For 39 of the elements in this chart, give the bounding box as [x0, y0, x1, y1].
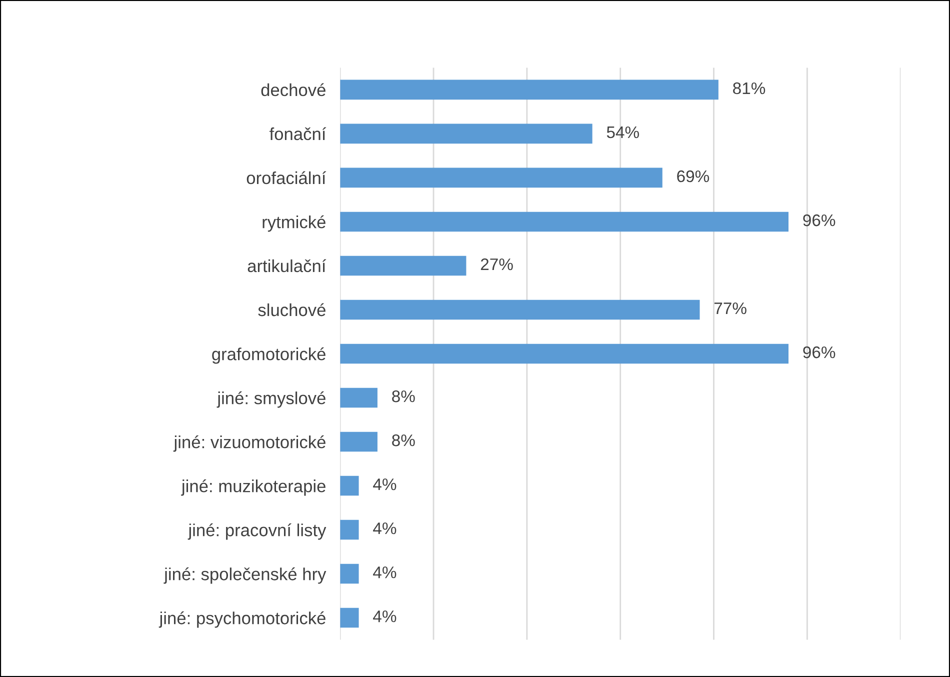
y-tick-label: jiné: společenské hry — [164, 567, 326, 584]
data-label: 69% — [677, 170, 710, 182]
data-label: 4% — [373, 522, 396, 534]
y-tick-label: jiné: smyslové — [216, 391, 326, 408]
y-tick-label: fonační — [270, 127, 326, 140]
data-label: 4% — [373, 478, 396, 490]
data-label: 4% — [373, 566, 396, 578]
data-label: 96% — [803, 214, 836, 226]
data-label: 4% — [373, 610, 396, 622]
bar — [340, 80, 718, 100]
y-tick-label: jiné: psychomotorické — [158, 611, 326, 628]
data-label: 27% — [480, 258, 513, 270]
bar — [340, 432, 378, 452]
data-label: 77% — [714, 302, 746, 314]
bar — [340, 256, 466, 276]
y-tick-label: orofaciální — [246, 171, 326, 184]
bar — [340, 388, 378, 408]
y-tick-label: jiné: pracovní listy — [188, 523, 326, 540]
y-tick-label: jiné: muzikoterapie — [181, 479, 326, 496]
y-tick-label: artikulační — [248, 259, 326, 272]
bar — [340, 212, 788, 232]
bar — [340, 344, 788, 364]
bar — [340, 300, 700, 320]
y-tick-label: rytmické — [262, 215, 326, 232]
data-label: 81% — [733, 82, 766, 94]
y-tick-label: grafomotorické — [212, 347, 326, 364]
bar — [340, 124, 592, 144]
data-label: 54% — [606, 126, 639, 138]
y-tick-label: dechové — [261, 83, 326, 96]
y-tick-label: jiné: vizuomotorické — [173, 435, 326, 452]
data-label: 8% — [392, 434, 415, 446]
data-label: 8% — [392, 390, 415, 402]
y-tick-label: sluchové — [258, 303, 326, 316]
bar — [340, 476, 359, 496]
data-label: 96% — [803, 346, 836, 358]
bar — [340, 520, 359, 540]
bar — [340, 564, 359, 584]
bar — [340, 608, 359, 628]
bar — [340, 168, 662, 188]
